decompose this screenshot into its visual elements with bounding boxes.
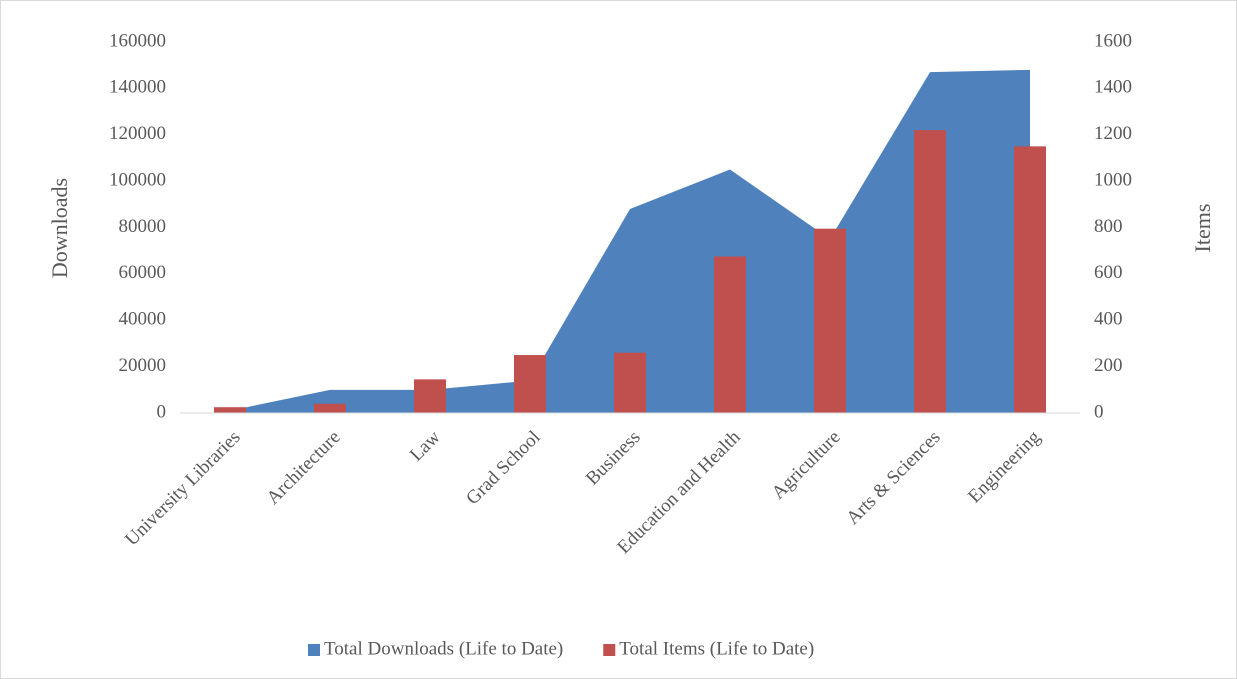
legend-label: Total Downloads (Life to Date): [324, 638, 563, 659]
y2-tick-label: 400: [1094, 309, 1123, 330]
y-tick-label: 60000: [119, 262, 167, 283]
y-tick-label: 20000: [119, 355, 167, 376]
y2-tick-label: 200: [1094, 355, 1123, 376]
legend-swatch: [308, 644, 320, 656]
bar: [814, 228, 846, 413]
y2-tick-label: 800: [1094, 216, 1123, 237]
y2-tick-label: 0: [1094, 401, 1104, 422]
legend-label: Total Items (Life to Date): [619, 638, 814, 659]
bar: [514, 355, 546, 413]
y-tick-label: 160000: [109, 30, 166, 51]
y-axis-label: Downloads: [47, 178, 72, 278]
y-tick-label: 0: [157, 401, 167, 422]
y2-tick-label: 1000: [1094, 169, 1132, 190]
bar: [314, 403, 346, 413]
bar: [714, 256, 746, 413]
y2-tick-label: 1600: [1094, 30, 1132, 51]
y-tick-label: 120000: [109, 123, 166, 144]
bar: [914, 130, 946, 414]
y-tick-label: 140000: [109, 77, 166, 98]
y2-tick-label: 1400: [1094, 77, 1132, 98]
bar: [1014, 146, 1046, 413]
y-tick-label: 40000: [119, 309, 167, 330]
y2-axis-label: Items: [1190, 204, 1215, 253]
bar: [414, 379, 446, 413]
bar: [214, 407, 246, 413]
y-tick-label: 100000: [109, 169, 166, 190]
y-tick-label: 80000: [119, 216, 167, 237]
bar: [614, 352, 646, 413]
legend-swatch: [603, 644, 616, 656]
y2-tick-label: 1200: [1094, 123, 1132, 144]
y2-tick-label: 600: [1094, 262, 1123, 283]
